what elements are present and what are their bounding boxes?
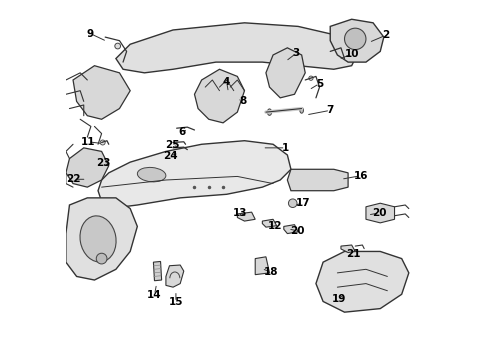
Text: 17: 17 <box>295 198 309 207</box>
Text: 6: 6 <box>178 127 185 137</box>
Polygon shape <box>283 225 298 234</box>
Polygon shape <box>66 198 137 280</box>
Text: 21: 21 <box>346 249 360 259</box>
Polygon shape <box>265 48 305 98</box>
Text: 11: 11 <box>81 137 95 147</box>
Text: 19: 19 <box>331 294 346 303</box>
Circle shape <box>115 43 121 49</box>
Polygon shape <box>98 141 290 208</box>
Polygon shape <box>73 66 130 119</box>
Circle shape <box>96 253 107 264</box>
Ellipse shape <box>80 216 116 262</box>
Polygon shape <box>116 23 358 73</box>
Ellipse shape <box>267 109 271 115</box>
Text: 3: 3 <box>292 48 299 58</box>
Text: 9: 9 <box>86 28 94 39</box>
Polygon shape <box>194 69 244 123</box>
Text: 5: 5 <box>315 78 323 89</box>
Polygon shape <box>262 219 276 227</box>
Text: 4: 4 <box>223 77 230 87</box>
Polygon shape <box>287 169 347 191</box>
Text: 1: 1 <box>282 143 288 153</box>
Text: 23: 23 <box>96 158 110 168</box>
Polygon shape <box>255 257 269 275</box>
Text: 12: 12 <box>267 221 282 231</box>
Text: 10: 10 <box>344 49 358 59</box>
Text: 14: 14 <box>147 290 162 300</box>
Text: 16: 16 <box>353 171 367 181</box>
Polygon shape <box>165 265 183 287</box>
Circle shape <box>288 199 296 207</box>
Text: 20: 20 <box>371 208 386 218</box>
Text: 13: 13 <box>232 208 246 218</box>
Polygon shape <box>365 203 394 223</box>
Text: 2: 2 <box>381 30 388 40</box>
Circle shape <box>100 140 105 145</box>
Polygon shape <box>237 212 255 221</box>
Text: 22: 22 <box>66 174 81 184</box>
Ellipse shape <box>299 108 303 113</box>
Polygon shape <box>66 148 108 187</box>
Circle shape <box>308 76 312 80</box>
Ellipse shape <box>137 167 165 182</box>
Polygon shape <box>340 245 354 252</box>
Polygon shape <box>153 261 162 281</box>
Polygon shape <box>315 251 408 312</box>
Text: 7: 7 <box>326 105 333 115</box>
Polygon shape <box>329 19 383 62</box>
Text: 18: 18 <box>264 267 278 277</box>
Text: 24: 24 <box>163 151 177 161</box>
Text: 25: 25 <box>165 140 179 150</box>
Text: 15: 15 <box>168 297 183 307</box>
Text: 8: 8 <box>239 96 246 107</box>
Ellipse shape <box>344 28 365 50</box>
Text: 20: 20 <box>289 226 304 236</box>
